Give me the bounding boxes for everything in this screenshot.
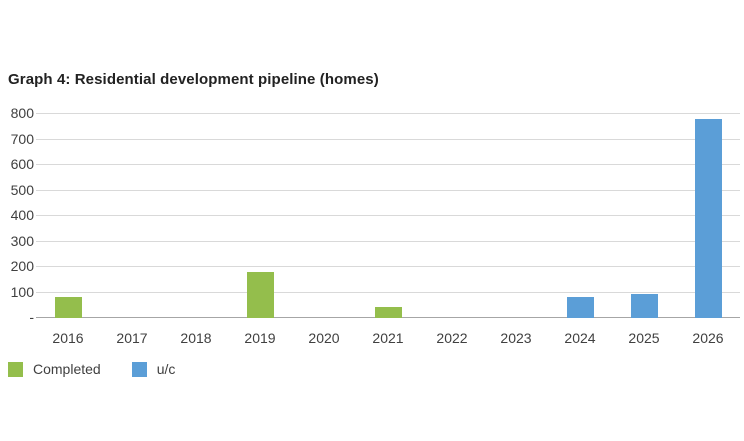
y-axis-label-zero: - [29,309,34,325]
gridline-500 [36,190,740,191]
x-axis-label-2025: 2025 [628,330,660,346]
gridline-200 [36,266,740,267]
y-axis-label-300: 300 [10,233,34,249]
x-axis-label-2021: 2021 [372,330,404,346]
x-axis-label-2024: 2024 [564,330,596,346]
completed-swatch-icon [8,361,23,377]
legend: Completed u/c [8,361,175,377]
gridline-700 [36,139,740,140]
y-axis-label-400: 400 [10,207,34,223]
gridline-300 [36,241,740,242]
bar-completed-2019 [247,272,274,318]
uc-swatch-icon [131,361,147,377]
x-axis-label-2019: 2019 [244,330,276,346]
bar-uc-2024 [567,297,594,318]
y-axis-label-600: 600 [10,156,34,172]
gridline-800 [36,113,740,114]
bar-completed-2016 [55,297,82,318]
chart-title: Graph 4: Residential development pipelin… [8,71,379,88]
x-axis-label-2018: 2018 [180,330,212,346]
y-axis-label-200: 200 [10,258,34,274]
x-axis-label-2020: 2020 [308,330,340,346]
legend-label-completed: Completed [33,361,101,377]
bar-uc-2025 [631,294,658,318]
y-axis-label-500: 500 [10,182,34,198]
x-axis-label-2023: 2023 [500,330,532,346]
gridline-600 [36,164,740,165]
bar-completed-2021 [375,307,402,318]
bar-uc-2026 [695,119,722,318]
y-axis-label-800: 800 [10,105,34,121]
legend-label-uc: u/c [156,361,176,377]
x-axis-label-2016: 2016 [52,330,84,346]
legend-item-uc: u/c [131,361,176,377]
x-axis-label-2026: 2026 [692,330,724,346]
y-axis-label-700: 700 [10,131,34,147]
legend-item-completed: Completed [8,361,101,377]
gridline-100 [36,292,740,293]
x-axis-label-2017: 2017 [116,330,148,346]
x-axis-label-2022: 2022 [436,330,468,346]
y-axis-label-100: 100 [10,284,34,300]
gridline-400 [36,215,740,216]
